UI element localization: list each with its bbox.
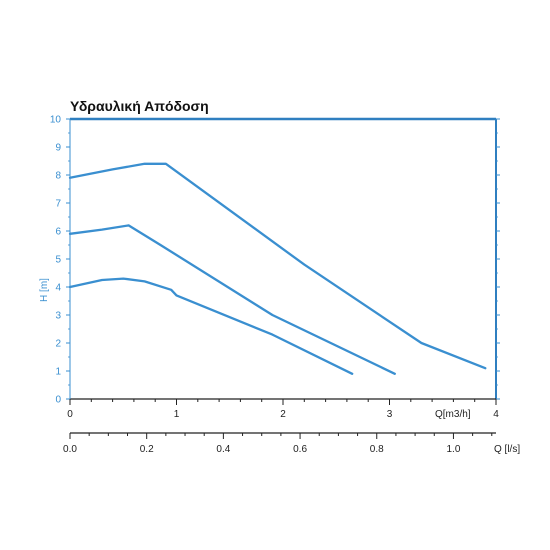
x2-axis-label: Q [l/s] bbox=[494, 444, 520, 455]
y-tick-label: 6 bbox=[55, 227, 61, 238]
y-tick-label: 2 bbox=[55, 339, 61, 350]
x-tick-label: 3 bbox=[387, 409, 393, 420]
y-tick-label: 5 bbox=[55, 255, 61, 266]
y-tick-label: 1 bbox=[55, 367, 61, 378]
x2-tick-label: 1.0 bbox=[446, 444, 460, 455]
x-tick-label: 4 bbox=[493, 409, 499, 420]
y-tick-label: 0 bbox=[55, 395, 61, 406]
pump-curve-2 bbox=[68, 224, 396, 375]
x2-tick-label: 0.6 bbox=[293, 444, 307, 455]
x-tick-label: 2 bbox=[280, 409, 286, 420]
y-tick-label: 4 bbox=[55, 283, 61, 294]
pump-curve-1 bbox=[68, 162, 487, 370]
x-tick-label: 0 bbox=[67, 409, 73, 420]
x2-tick-label: 0.2 bbox=[140, 444, 154, 455]
y-tick-label: 3 bbox=[55, 311, 61, 322]
x2-tick-label: 0.4 bbox=[216, 444, 230, 455]
y-tick-label: 9 bbox=[55, 143, 61, 154]
x2-tick-label: 0.0 bbox=[63, 444, 77, 455]
chart-title: Υδραυλική Απόδοση bbox=[70, 98, 209, 114]
y-tick-label: 7 bbox=[55, 199, 61, 210]
y-axis-label: H [m] bbox=[39, 278, 50, 302]
x-axis-label: Q[m3/h] bbox=[435, 409, 471, 420]
y-tick-label: 8 bbox=[55, 171, 61, 182]
x-tick-label: 1 bbox=[174, 409, 180, 420]
x2-tick-label: 0.8 bbox=[370, 444, 384, 455]
y-tick-label: 10 bbox=[50, 115, 62, 126]
pump-curve-3 bbox=[68, 277, 354, 375]
